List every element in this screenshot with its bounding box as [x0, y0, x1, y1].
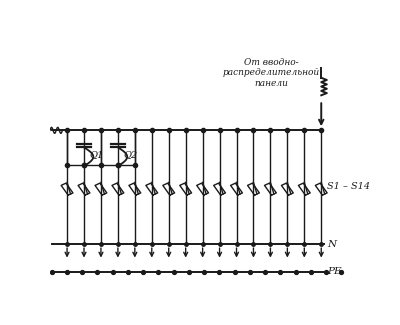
Text: Q1: Q1 [90, 150, 104, 159]
Text: Q2: Q2 [124, 150, 138, 159]
Text: От вводно-
распределительной
панели: От вводно- распределительной панели [223, 58, 320, 88]
Text: N: N [328, 240, 336, 249]
Text: PE: PE [328, 267, 342, 276]
Text: S1 – S14: S1 – S14 [328, 182, 370, 191]
